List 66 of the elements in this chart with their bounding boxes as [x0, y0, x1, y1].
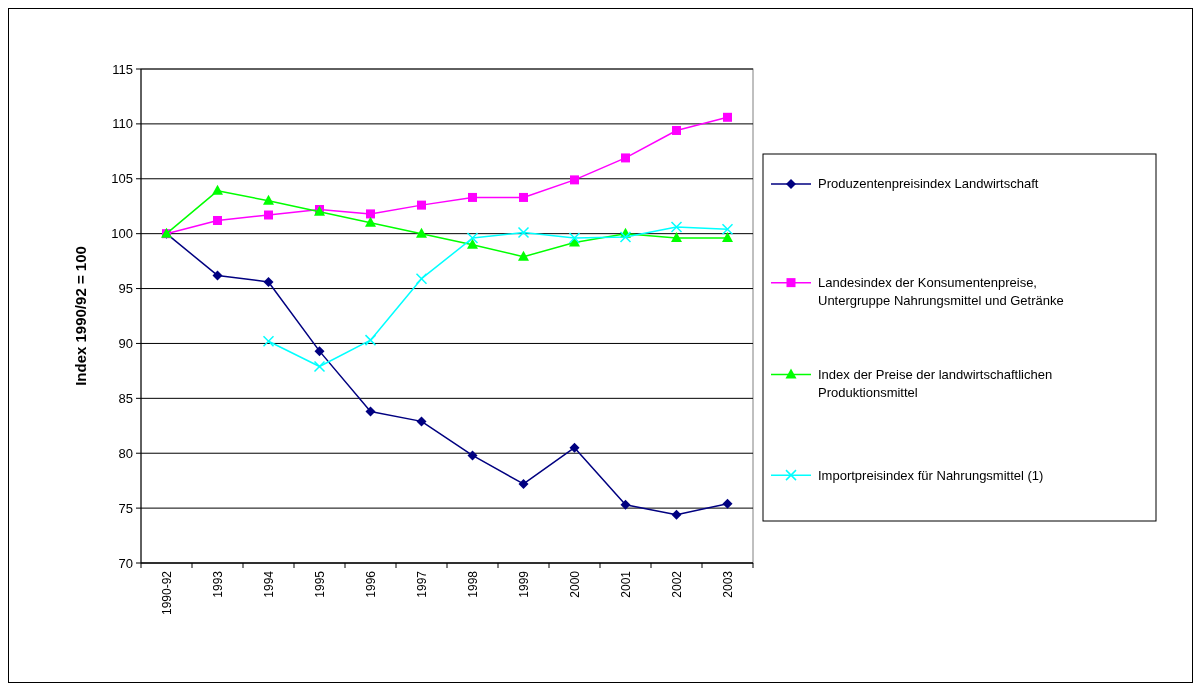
y-axis-title: Index 1990/92 = 100: [72, 246, 89, 386]
point: [365, 406, 376, 417]
point: [722, 232, 733, 243]
point: [620, 499, 631, 510]
point: [468, 192, 477, 202]
y-tick-label: 115: [112, 61, 133, 77]
x-tick-label: 1994: [261, 570, 276, 598]
x-tick-label: 1999: [516, 570, 531, 598]
point: [519, 192, 528, 202]
legend-label: Landesindex der Konsumentenpreise, Untergruppe Nahrungsmittel und Getränke: [818, 275, 1064, 309]
point: [417, 200, 426, 210]
point: [517, 226, 530, 239]
point: [415, 272, 428, 285]
point: [263, 276, 274, 287]
x-tick-label: 2001: [618, 570, 633, 598]
point: [212, 270, 223, 281]
x-tick-label: 2003: [720, 570, 735, 598]
point: [313, 360, 326, 373]
y-tick-label: 95: [118, 281, 133, 297]
y-tick-label: 105: [111, 171, 133, 187]
point: [672, 125, 681, 135]
point: [518, 478, 529, 489]
point: [671, 232, 682, 243]
y-tick-label: 75: [118, 500, 133, 516]
x-tick-label: 1998: [465, 570, 480, 598]
point: [365, 216, 376, 227]
point: [721, 223, 734, 236]
point: [671, 509, 682, 520]
point: [722, 498, 733, 509]
point: [264, 210, 273, 220]
point: [213, 215, 222, 225]
point: [262, 335, 275, 347]
x-tick-label: 2002: [669, 570, 684, 598]
point: [416, 416, 427, 427]
point: [570, 175, 579, 185]
point: [569, 442, 580, 453]
y-tick-label: 80: [118, 445, 133, 461]
y-tick-label: 70: [118, 555, 133, 571]
x-tick-label: 2000: [567, 570, 582, 598]
x-tick-label: 1990-92: [159, 570, 174, 616]
legend-label: Index der Preise der landwirtschaftlichen Produktionsmittel: [818, 366, 1053, 401]
point: [466, 232, 479, 244]
x-tick-label: 1995: [312, 570, 327, 598]
point: [416, 227, 427, 238]
x-tick-label: 1997: [414, 570, 429, 598]
point: [314, 346, 325, 357]
point: [619, 231, 632, 243]
point: [366, 209, 375, 219]
x-tick-label: 1993: [210, 570, 225, 598]
point: [212, 184, 223, 195]
point: [621, 153, 630, 163]
point: [467, 238, 478, 249]
point: [723, 112, 732, 122]
y-tick-label: 110: [112, 116, 133, 132]
point: [467, 450, 478, 461]
point: [518, 250, 529, 261]
point: [568, 232, 581, 244]
point: [263, 194, 274, 205]
legend-label: Importpreisindex für Nahrungsmittel (1): [818, 467, 1044, 483]
x-tick-label: 1996: [363, 570, 378, 598]
point: [364, 334, 377, 346]
legend-label: Produzentenpreisindex Landwirtschaft: [818, 176, 1039, 192]
y-tick-label: 100: [111, 226, 133, 242]
y-tick-label: 85: [118, 390, 133, 406]
point: [670, 221, 683, 233]
y-tick-label: 90: [118, 335, 133, 351]
